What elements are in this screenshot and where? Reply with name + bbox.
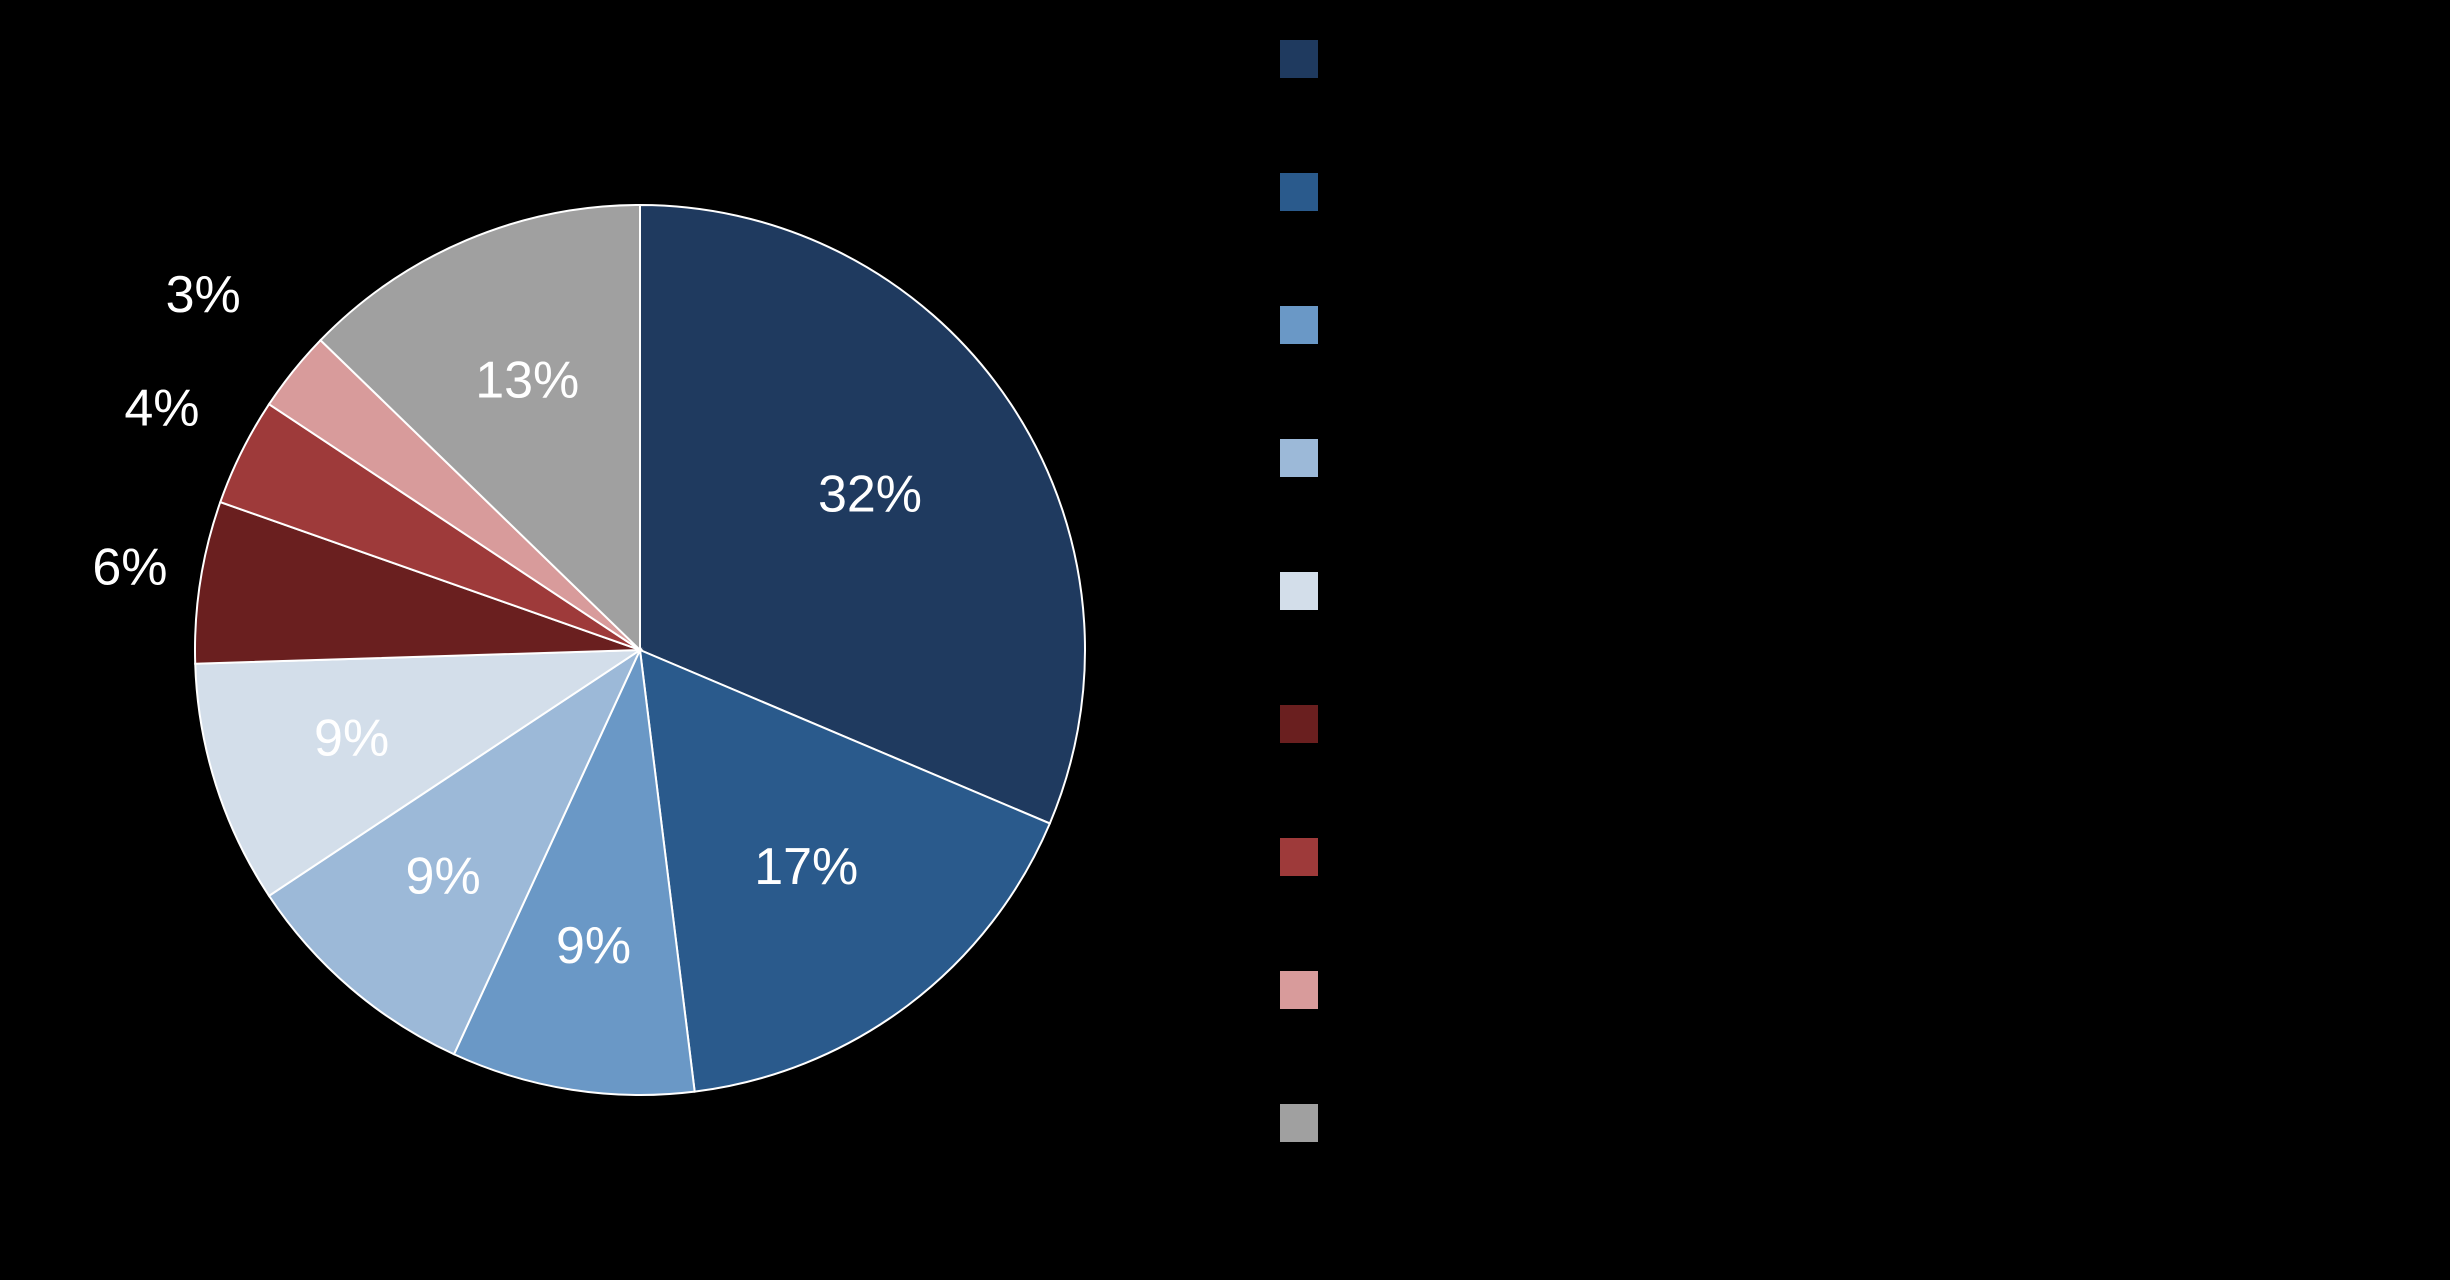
legend-item-3 [1280, 439, 1318, 477]
pie-slice-label-3: 9% [406, 848, 481, 906]
pie-slice-label-0: 32% [818, 465, 922, 523]
legend-swatch-6 [1280, 838, 1318, 876]
legend-item-4 [1280, 572, 1318, 610]
legend-swatch-5 [1280, 705, 1318, 743]
pie-chart-legend [1280, 40, 1318, 1142]
legend-item-6 [1280, 838, 1318, 876]
legend-swatch-8 [1280, 1104, 1318, 1142]
legend-swatch-0 [1280, 40, 1318, 78]
legend-item-2 [1280, 306, 1318, 344]
pie-slice-label-1: 17% [754, 838, 858, 896]
legend-item-8 [1280, 1104, 1318, 1142]
legend-swatch-3 [1280, 439, 1318, 477]
pie-slice-label-7: 3% [166, 266, 241, 324]
legend-swatch-7 [1280, 971, 1318, 1009]
pie-slice-label-4: 9% [314, 709, 389, 767]
legend-item-0 [1280, 40, 1318, 78]
legend-swatch-1 [1280, 173, 1318, 211]
pie-slice-label-2: 9% [556, 917, 631, 975]
legend-swatch-4 [1280, 572, 1318, 610]
pie-chart: 32% 17% 9% 9% 9% 6% 4% 3% 13% [0, 0, 2450, 1275]
pie-chart-container: 32% 17% 9% 9% 9% 6% 4% 3% 13% [0, 0, 2450, 1275]
pie-slice-label-8: 13% [475, 351, 579, 409]
legend-item-7 [1280, 971, 1318, 1009]
pie-slice-label-5: 6% [92, 539, 167, 597]
legend-item-1 [1280, 173, 1318, 211]
pie-slice-label-6: 4% [124, 380, 199, 438]
legend-swatch-2 [1280, 306, 1318, 344]
legend-item-5 [1280, 705, 1318, 743]
